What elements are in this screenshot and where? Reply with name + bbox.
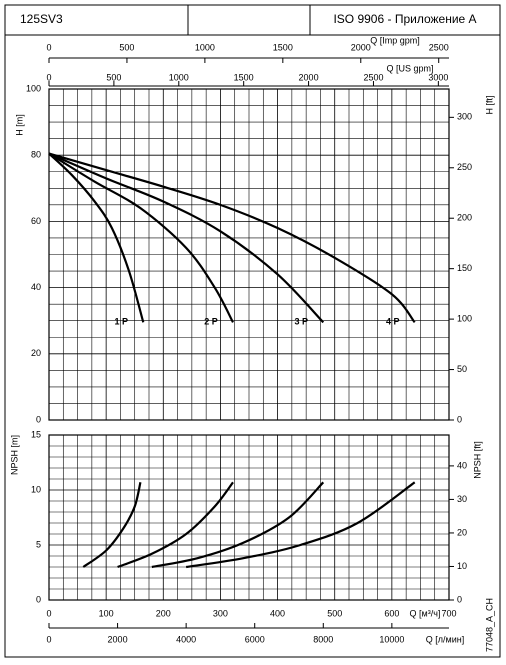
y-tick-label: 5 <box>36 539 41 549</box>
y2-tick-label: 200 <box>457 213 472 223</box>
aux-tick-label: 2500 <box>429 42 449 52</box>
model: 125SV3 <box>20 12 63 26</box>
y2-tick-label: 300 <box>457 112 472 122</box>
y2-axis-label: H [ft] <box>484 95 494 114</box>
standard: ISO 9906 - Приложение A <box>333 12 476 26</box>
plot-frame <box>48 434 450 601</box>
x-tick-label: 300 <box>213 608 228 618</box>
curve <box>82 482 142 568</box>
y2-tick-label: 50 <box>457 364 467 374</box>
aux-tick-label: 1000 <box>195 42 215 52</box>
x-tick-label: 0 <box>46 608 51 618</box>
y-tick-label: 0 <box>36 594 41 604</box>
aux-tick-label: 500 <box>119 42 134 52</box>
aux-tick-label: 4000 <box>176 634 196 644</box>
curve-label: 1 P <box>115 317 129 327</box>
y-tick-label: 15 <box>31 429 41 439</box>
aux-tick-label: 2000 <box>299 72 319 82</box>
aux-axis-label: Q [US gpm] <box>386 63 433 73</box>
y-tick-label: 10 <box>31 484 41 494</box>
aux-tick-label: 6000 <box>245 634 265 644</box>
frame <box>4 4 501 658</box>
aux-tick-label: 2500 <box>363 72 383 82</box>
curve <box>117 481 234 569</box>
aux-tick-label: 10000 <box>379 634 404 644</box>
aux-axis-label: Q [Imp gpm] <box>370 35 420 45</box>
y-tick-label: 0 <box>36 414 41 424</box>
y-axis-label: H [m] <box>14 114 24 136</box>
aux-axis-label: Q [л/мин] <box>426 634 464 644</box>
y-tick-label: 100 <box>26 83 41 93</box>
y-tick-label: 80 <box>31 150 41 160</box>
aux-tick-label: 0 <box>46 72 51 82</box>
aux-tick-label: 1500 <box>234 72 254 82</box>
y2-tick-label: 100 <box>457 313 472 323</box>
y2-tick-label: 20 <box>457 527 467 537</box>
y2-tick-label: 40 <box>457 460 467 470</box>
curve <box>185 481 416 569</box>
aux-tick-label: 2000 <box>108 634 128 644</box>
curve <box>151 481 325 569</box>
x-tick-label: 700 <box>441 608 456 618</box>
y2-tick-label: 250 <box>457 162 472 172</box>
aux-tick-label: 3000 <box>428 72 448 82</box>
y2-tick-label: 0 <box>457 414 462 424</box>
y-tick-label: 20 <box>31 348 41 358</box>
curve <box>48 152 416 324</box>
y2-tick-label: 10 <box>457 561 467 571</box>
y-axis-label: NPSH [m] <box>9 435 19 475</box>
y2-tick-label: 30 <box>457 494 467 504</box>
aux-tick-label: 0 <box>46 42 51 52</box>
y2-tick-label: 150 <box>457 263 472 273</box>
x-tick-label: 100 <box>99 608 114 618</box>
x-tick-label: 200 <box>156 608 171 618</box>
curve-label: 2 P <box>204 317 218 327</box>
curve <box>48 152 325 324</box>
aux-tick-label: 1500 <box>273 42 293 52</box>
curve <box>48 152 234 323</box>
y-tick-label: 60 <box>31 216 41 226</box>
drawing-code: 77048_A_CH <box>484 598 494 652</box>
y2-axis-label: NPSH [ft] <box>472 441 482 479</box>
x-tick-label: 400 <box>270 608 285 618</box>
y-tick-label: 40 <box>31 282 41 292</box>
aux-tick-label: 2000 <box>351 42 371 52</box>
curve-label: 3 P <box>295 317 309 327</box>
aux-tick-label: 0 <box>46 634 51 644</box>
curve-label: 4 P <box>386 317 400 327</box>
x-tick-label: 500 <box>327 608 342 618</box>
y2-tick-label: 0 <box>457 594 462 604</box>
aux-tick-label: 500 <box>106 72 121 82</box>
curve <box>48 152 145 323</box>
aux-tick-label: 1000 <box>169 72 189 82</box>
plot-frame <box>48 88 450 421</box>
x-axis-label: Q [м³/ч] <box>410 608 441 618</box>
aux-tick-label: 8000 <box>313 634 333 644</box>
x-tick-label: 600 <box>384 608 399 618</box>
